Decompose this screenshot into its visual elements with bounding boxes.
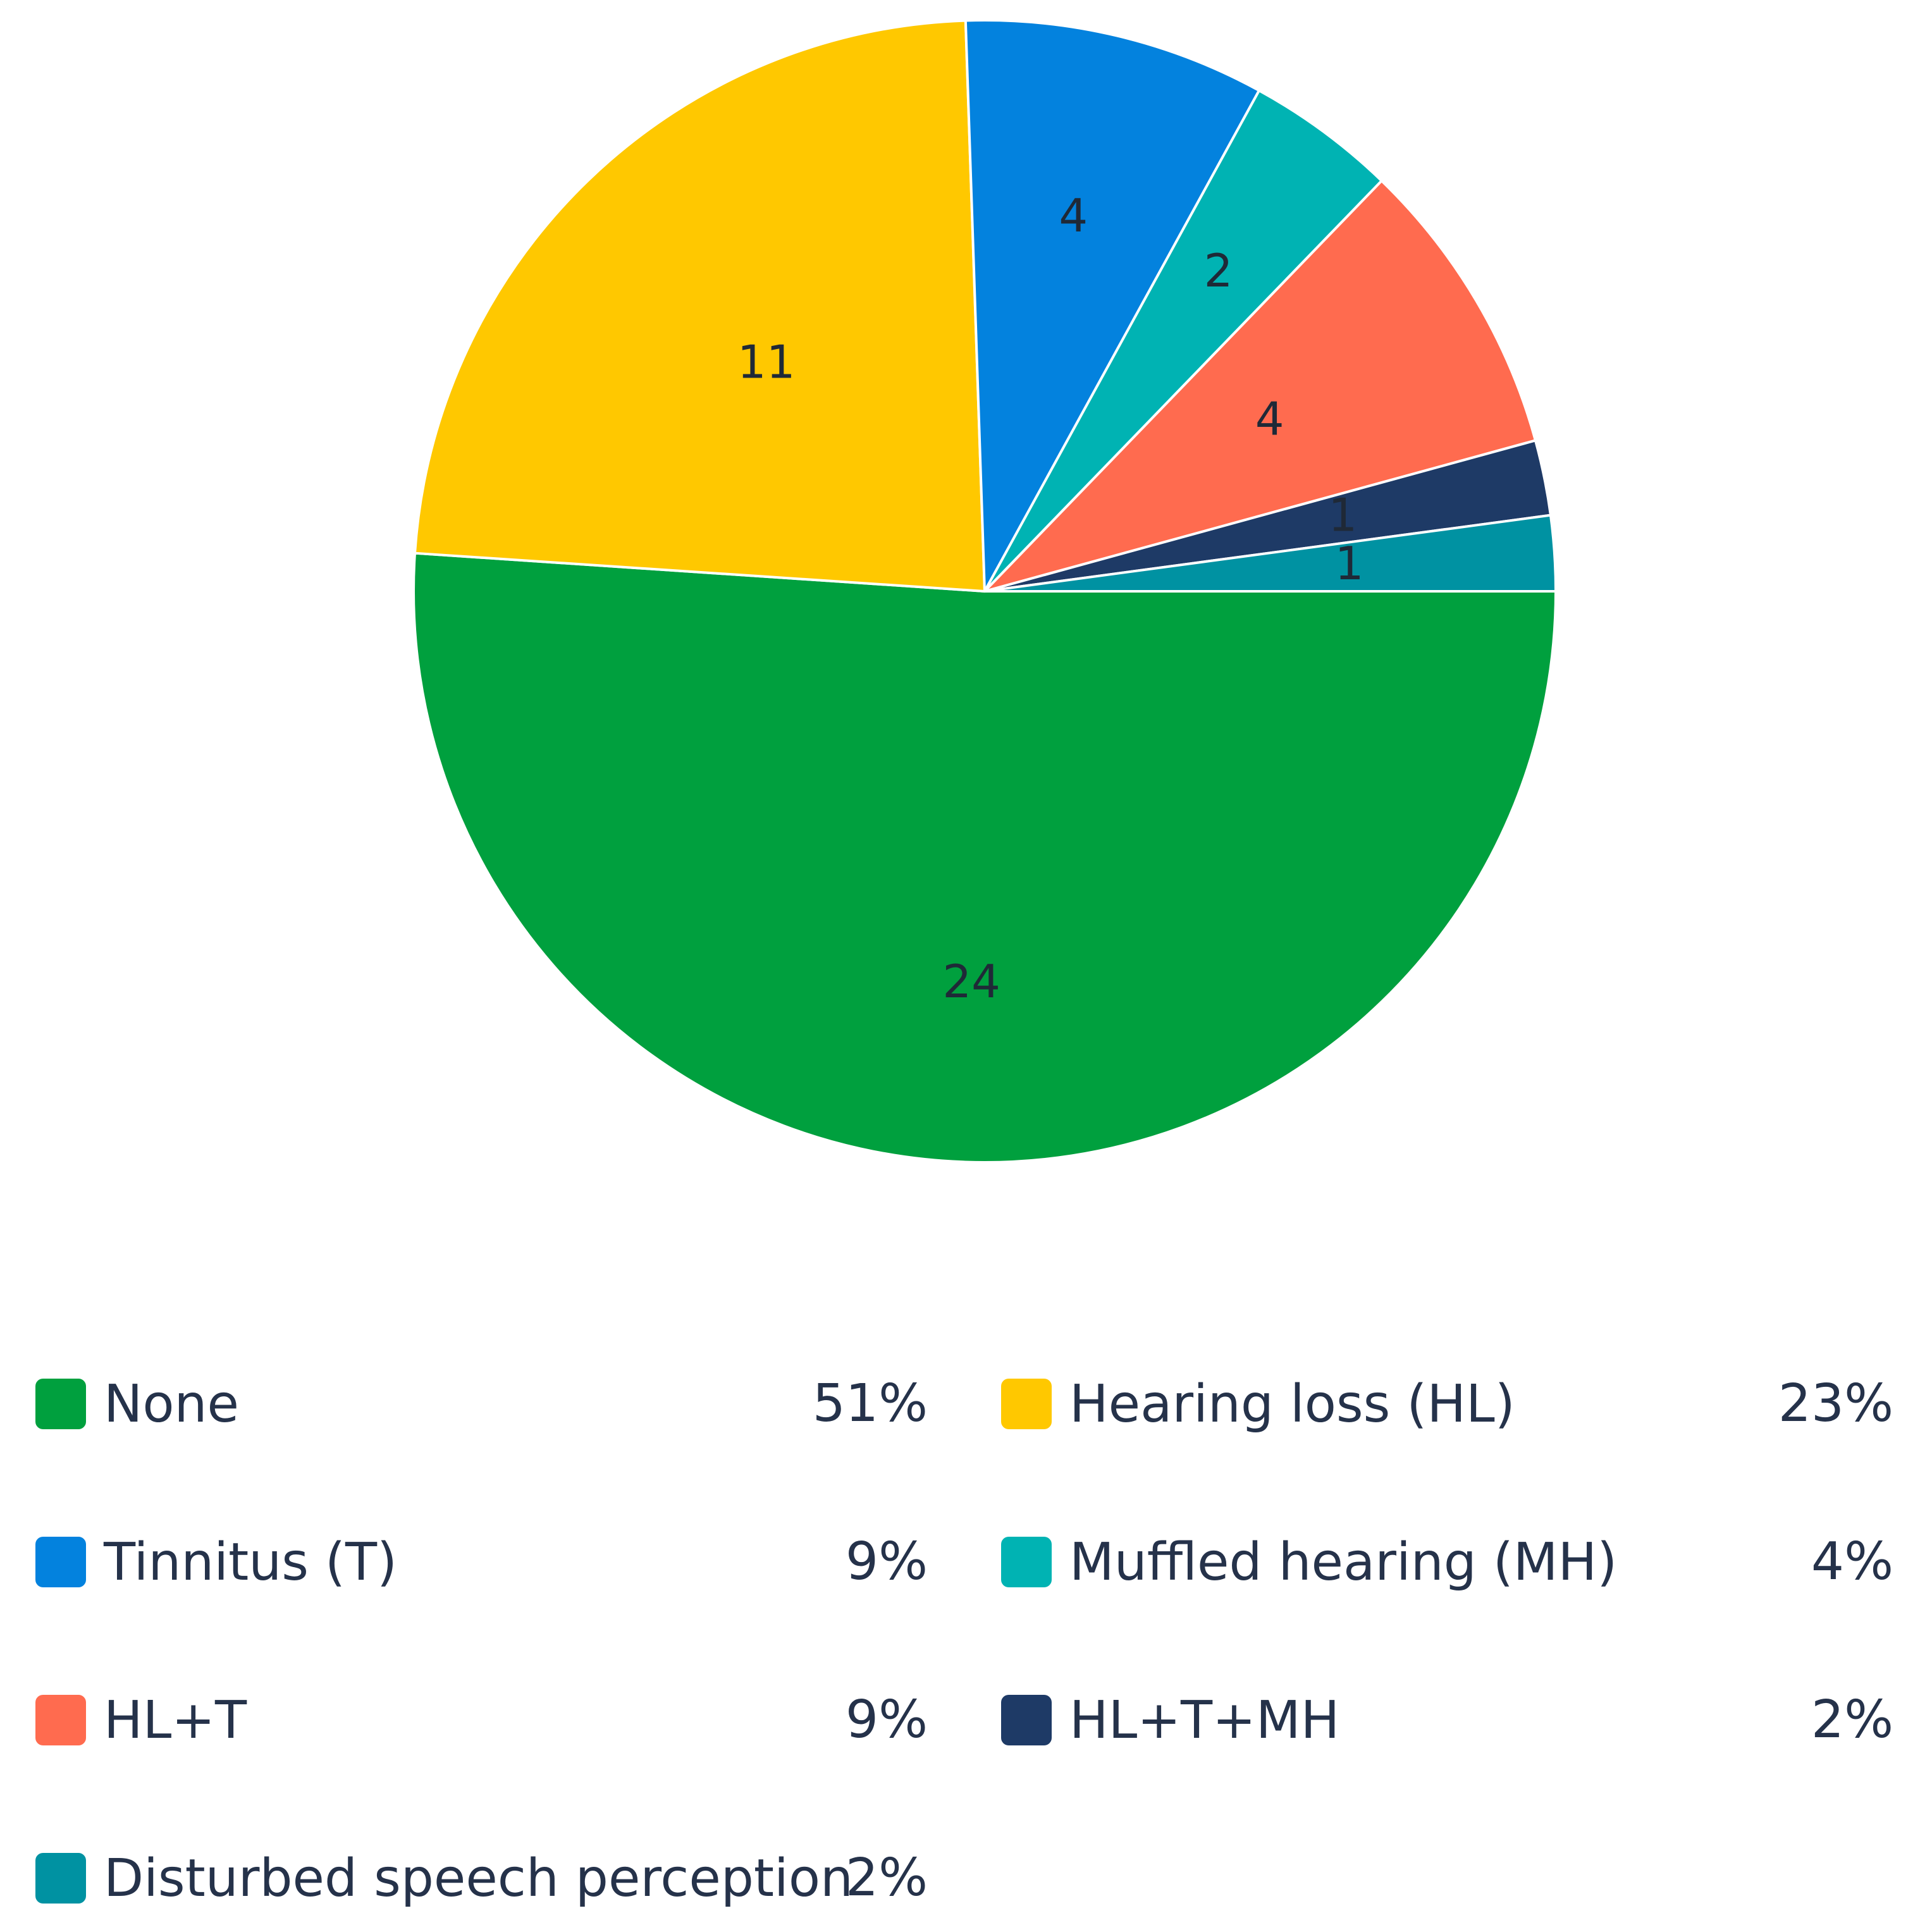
pie-data-label: 2 <box>1204 244 1233 297</box>
pie-slice-hl-t <box>983 179 1537 593</box>
pie-slice-muffled-hearing-mh <box>983 89 1383 593</box>
legend-item: Disturbed speech perception 2% <box>0 1843 953 1913</box>
legend-percent: 4% <box>1811 1532 1893 1592</box>
pie-slice-tinnitus-t <box>964 19 1260 593</box>
pie-slice-disturbed-speech-perception <box>983 514 1557 593</box>
pie-data-label: 11 <box>737 336 796 389</box>
legend-label: Hearing loss (HL) <box>1069 1374 1515 1434</box>
pie-slice-none <box>412 551 1557 1164</box>
legend-swatch <box>35 1379 86 1429</box>
legend-swatch <box>35 1695 86 1745</box>
legend-item: HL+T+MH 2% <box>966 1685 1919 1755</box>
legend-label: None <box>104 1374 239 1434</box>
pie-data-label: 4 <box>1255 393 1284 446</box>
pie-slice-hearing-loss-hl <box>414 19 986 593</box>
legend-swatch <box>1001 1379 1052 1429</box>
legend-label: HL+T+MH <box>1069 1690 1340 1750</box>
legend-item: None 51% <box>0 1369 953 1439</box>
legend-label: Muffled hearing (MH) <box>1069 1532 1618 1592</box>
legend: None 51% Hearing loss (HL) 23% Tinnitus (T) 9… <box>0 1338 1932 1909</box>
legend-item: HL+T 9% <box>0 1685 953 1755</box>
legend-item: Tinnitus (T) 9% <box>0 1527 953 1597</box>
legend-percent: 2% <box>1811 1690 1893 1750</box>
legend-item: Muffled hearing (MH) 4% <box>966 1527 1919 1597</box>
legend-label: Tinnitus (T) <box>104 1532 398 1592</box>
pie-slices <box>412 19 1557 1164</box>
pie-data-label: 1 <box>1328 488 1357 541</box>
pie-data-label: 24 <box>942 955 1000 1008</box>
legend-swatch <box>1001 1695 1052 1745</box>
legend-item: Hearing loss (HL) 23% <box>966 1369 1919 1439</box>
legend-percent: 9% <box>845 1532 928 1592</box>
legend-percent: 23% <box>1778 1374 1893 1434</box>
pie-data-label: 4 <box>1059 189 1088 242</box>
legend-swatch <box>1001 1537 1052 1587</box>
legend-percent: 2% <box>845 1848 928 1908</box>
pie-data-label: 1 <box>1335 537 1364 590</box>
legend-percent: 9% <box>845 1690 928 1750</box>
legend-swatch <box>35 1853 86 1904</box>
legend-swatch <box>35 1537 86 1587</box>
legend-percent: 51% <box>812 1374 928 1434</box>
legend-label: HL+T <box>104 1690 247 1750</box>
legend-label: Disturbed speech perception <box>104 1848 853 1909</box>
